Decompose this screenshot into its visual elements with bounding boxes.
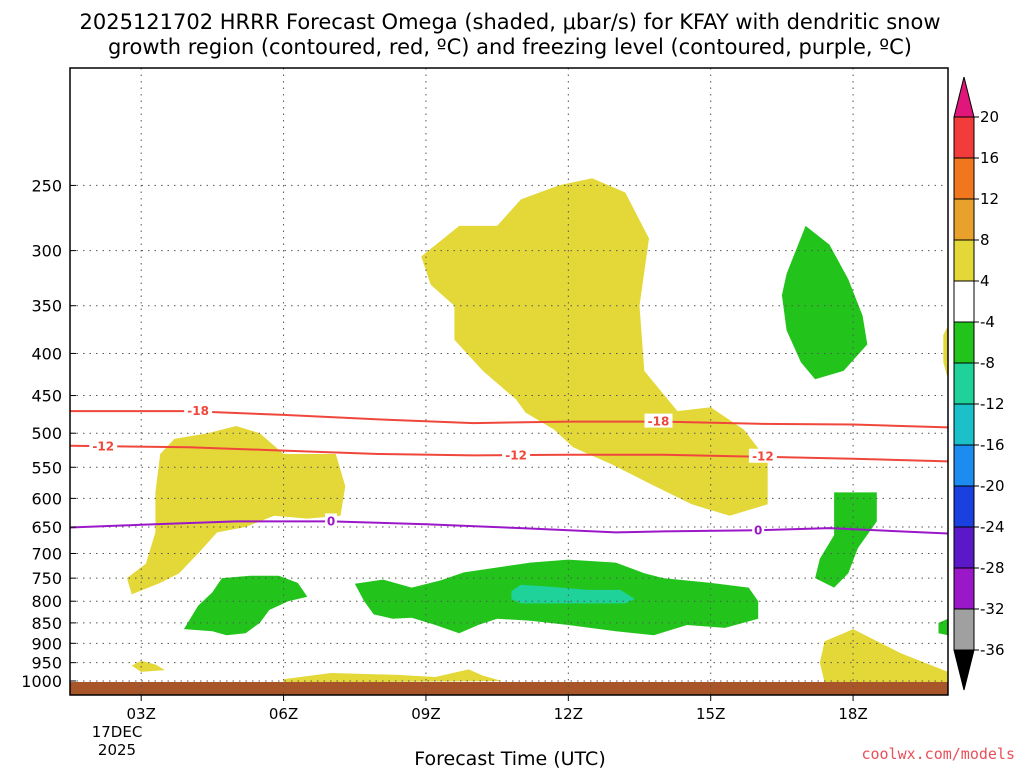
colorbar-swatch (953, 157, 975, 200)
omega-region-3 (283, 669, 502, 683)
pressure-axis: 2503003504004505005506006507007508008509… (21, 176, 76, 691)
colorbar-label: -36 (980, 641, 1005, 659)
colorbar-swatch (953, 403, 975, 446)
x-tick-label: 03Z (127, 705, 156, 723)
colorbar-label: -16 (980, 436, 1005, 454)
omega-region-0 (421, 178, 768, 516)
ground-band (70, 682, 948, 695)
omega-region-4 (819, 629, 948, 683)
y-tick-label: 850 (31, 614, 62, 633)
contour-label-bg (748, 448, 777, 463)
colorbar-label: -4 (980, 313, 995, 331)
y-tick-label: 950 (31, 654, 62, 673)
colorbar-label: 20 (980, 108, 999, 126)
omega-region-2 (131, 660, 165, 672)
colorbar-swatch (953, 567, 975, 610)
colorbar-label: -20 (980, 477, 1005, 495)
y-tick-label: 250 (31, 176, 62, 195)
colorbar-bottom-arrow (953, 649, 975, 691)
y-tick-label: 750 (31, 569, 62, 588)
omega-region-1 (127, 426, 346, 595)
date-label-year: 2025 (98, 741, 136, 759)
y-tick-label: 800 (31, 592, 62, 611)
omega-region-5 (943, 325, 948, 380)
colorbar-swatch (953, 280, 975, 323)
temperature-contours: -18 -18 -12 -12 -12 0 0 (70, 403, 948, 537)
colorbar-label: -28 (980, 559, 1005, 577)
omega-shading (127, 178, 948, 683)
time-axis: 03Z 06Z 09Z 12Z 15Z 18Z (127, 695, 868, 723)
colorbar-swatch (953, 526, 975, 569)
omega-region-9 (183, 575, 308, 636)
colorbar-top-arrow (953, 76, 975, 118)
contour-label-bg (752, 522, 765, 537)
y-tick-label: 1000 (21, 672, 62, 691)
x-axis-label: Forecast Time (UTC) (414, 748, 605, 768)
contour-label: -12 (505, 448, 527, 462)
colorbar-swatch (953, 116, 975, 159)
contour-label: 0 (754, 523, 762, 537)
colorbar-label: -32 (980, 600, 1005, 618)
omega-region-6 (781, 225, 868, 380)
chart-title-line1: 2025121702 HRRR Forecast Omega (shaded, … (79, 10, 940, 34)
contour-label: -18 (648, 415, 670, 429)
colorbar-swatch (953, 239, 975, 282)
y-tick-label: 350 (31, 297, 62, 316)
x-tick-label: 18Z (838, 705, 867, 723)
colorbar-swatch (953, 321, 975, 364)
contour-label: -18 (187, 404, 209, 418)
plot-frame (69, 67, 949, 696)
chart-title-line2: growth region (contoured, red, ºC) and f… (108, 35, 912, 59)
contour-label-bg (325, 513, 338, 528)
y-tick-label: 300 (31, 242, 62, 261)
date-label-day: 17DEC (92, 723, 143, 741)
y-tick-label: 600 (31, 489, 62, 508)
colorbar-swatch (953, 362, 975, 405)
credit-link[interactable]: coolwx.com/models (861, 745, 1015, 763)
contour-label: -12 (752, 450, 774, 464)
colorbar-label: 8 (980, 231, 990, 249)
colorbar-label: -24 (980, 518, 1005, 536)
y-tick-label: 550 (31, 458, 62, 477)
colorbar-label: 4 (980, 272, 990, 290)
colorbar-label: 16 (980, 149, 999, 167)
x-tick-label: 09Z (411, 705, 440, 723)
omega-region-11 (511, 584, 635, 604)
colorbar-swatch (953, 485, 975, 528)
contour-line-2 (70, 520, 948, 535)
omega-colorbar: 20 16 12 8 4 -4 -8 -12 -16 -20 -24 -28 -32 -36 (953, 76, 1005, 691)
contour-line-0 (70, 410, 948, 429)
x-tick-label: 15Z (696, 705, 725, 723)
ground-surface (70, 682, 948, 695)
colorbar-swatch (953, 198, 975, 241)
colorbar-swatch (953, 444, 975, 487)
y-tick-label: 400 (31, 344, 62, 363)
contour-label: -12 (92, 440, 114, 454)
y-tick-label: 650 (31, 518, 62, 537)
contour-label-bg (644, 413, 673, 428)
omega-region-8 (938, 618, 948, 636)
contour-label-bg (89, 438, 118, 453)
y-tick-label: 700 (31, 544, 62, 563)
omega-region-7 (815, 492, 877, 588)
x-tick-label: 12Z (554, 705, 583, 723)
grid-lines (70, 68, 948, 695)
y-tick-label: 500 (31, 424, 62, 443)
colorbar-swatch (953, 608, 975, 651)
contour-label: 0 (327, 514, 335, 528)
contour-label-bg (184, 403, 213, 418)
contour-label-bg (502, 447, 531, 462)
y-tick-label: 450 (31, 387, 62, 406)
colorbar-label: 12 (980, 190, 999, 208)
y-tick-label: 900 (31, 634, 62, 653)
x-tick-label: 06Z (269, 705, 298, 723)
colorbar-label: -12 (980, 395, 1005, 413)
colorbar-label: -8 (980, 354, 995, 372)
